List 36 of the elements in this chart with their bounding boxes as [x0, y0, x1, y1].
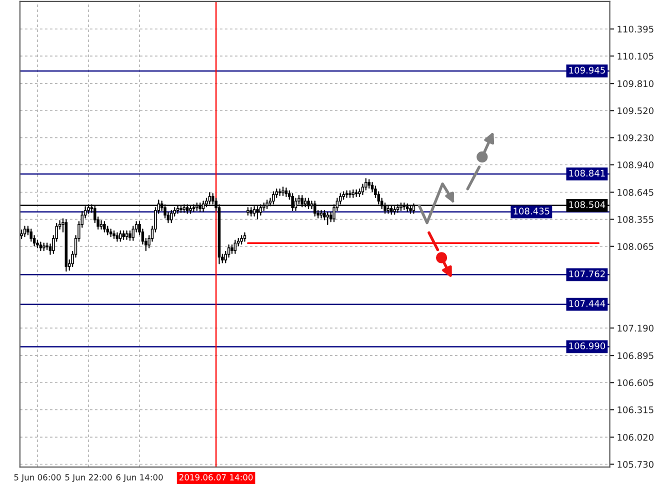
- y-tick-label: 108.065: [618, 243, 654, 250]
- y-tick-label: 105.730: [618, 460, 654, 468]
- ref-line-label: 108.504: [569, 201, 606, 208]
- ref-line-label: 107.762: [569, 270, 605, 278]
- y-tick-label: 106.605: [618, 379, 654, 386]
- y-tick-label: 107.190: [618, 324, 654, 332]
- ref-line-label: 109.945: [569, 66, 605, 74]
- x-tick-label: 5 Jun 06:00: [14, 474, 61, 482]
- candlestick: [23, 226, 26, 238]
- y-tick-label: 108.355: [618, 216, 654, 223]
- x-tick-label: 2019.06.07 14:00: [179, 474, 253, 480]
- y-tick-label: 108.940: [618, 161, 654, 168]
- candlestick: [119, 230, 122, 242]
- candlestick: [234, 240, 237, 254]
- candlestick: [170, 210, 173, 224]
- y-tick-label: 110.395: [618, 26, 654, 33]
- candlestick: [128, 230, 132, 241]
- ref-line-label: 107.444: [569, 300, 606, 307]
- candlestick: [100, 220, 103, 230]
- y-tick-label: 109.810: [618, 80, 654, 88]
- candlestick: [320, 210, 323, 218]
- y-tick-label: 109.230: [618, 134, 654, 142]
- candlestick: [103, 221, 106, 232]
- y-tick-label: 106.315: [618, 406, 654, 414]
- y-tick-label: 110.105: [618, 52, 654, 60]
- candlestick: [326, 212, 330, 226]
- y-tick-label: 108.645: [618, 188, 654, 196]
- x-tick-label: 5 Jun 22:00: [65, 474, 112, 482]
- ref-line-label: 108.841: [569, 170, 605, 177]
- x-tick-label: 6 Jun 14:00: [116, 474, 163, 482]
- candlestick: [345, 190, 348, 198]
- ref-line-label: 106.990: [569, 342, 606, 350]
- y-tick-label: 106.895: [618, 352, 654, 360]
- y-tick-label: 109.520: [618, 107, 654, 114]
- ref-line-label: 108.435: [514, 208, 550, 214]
- y-tick-label: 106.020: [618, 434, 654, 441]
